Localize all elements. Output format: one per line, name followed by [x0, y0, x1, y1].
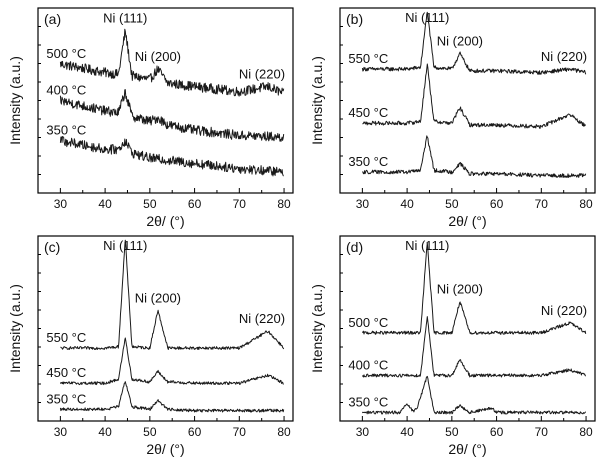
series-trace: [60, 239, 285, 350]
x-tick-label: 50: [143, 197, 157, 211]
x-tick-label: 40: [400, 425, 414, 439]
x-tick-label: 30: [356, 197, 370, 211]
panels: 30 40 50 60 70 80 2θ/ (°) Intensity (a.u.) (a) 50…: [7, 7, 596, 457]
x-tick-label: 30: [356, 425, 370, 439]
x-tick-label: 80: [579, 425, 593, 439]
peak-label: Ni (111): [103, 238, 147, 253]
series-label: 550 °C: [348, 51, 388, 66]
peak-label: Ni (111): [405, 10, 449, 25]
x-tick-label: 70: [233, 425, 247, 439]
x-tick-label: 40: [400, 197, 414, 211]
x-axis-title: 2θ/ (°): [146, 441, 184, 457]
series-trace: [59, 28, 285, 97]
series-trace: [59, 381, 285, 413]
peak-label: Ni (220): [541, 49, 587, 64]
series-trace: [59, 136, 284, 177]
series-label: 500 °C: [46, 46, 86, 61]
series-trace: [361, 11, 587, 75]
series-label: 350 °C: [348, 154, 388, 169]
x-tick-label: 40: [98, 425, 112, 439]
series-trace: [361, 316, 587, 378]
x-tick-label: 70: [535, 425, 549, 439]
series-label: 550 °C: [46, 330, 86, 345]
x-tick-label: 70: [233, 197, 247, 211]
panel-b: 30 40 50 60 70 80 2θ/ (°) Intensity (a.u.) (b) 55…: [309, 7, 596, 229]
series-label: 350 °C: [46, 123, 86, 138]
peak-label: Ni (200): [437, 33, 483, 48]
series-label: 400 °C: [46, 83, 86, 98]
peak-label: Ni (200): [437, 281, 483, 296]
x-tick-label: 30: [54, 197, 68, 211]
y-axis-title: Intensity (a.u.): [7, 284, 23, 373]
x-axis-title: 2θ/ (°): [448, 213, 486, 229]
series-trace: [361, 375, 587, 415]
x-tick-label: 60: [490, 197, 504, 211]
peak-label: Ni (111): [103, 11, 147, 26]
x-tick-label: 50: [445, 197, 459, 211]
peak-label: Ni (220): [541, 303, 587, 318]
series-label: 350 °C: [348, 394, 388, 409]
series-trace: [361, 242, 587, 335]
x-tick-label: 70: [535, 197, 549, 211]
panel-label: (a): [44, 11, 61, 27]
peak-label: Ni (200): [135, 49, 181, 64]
series-label: 500 °C: [348, 315, 388, 330]
panel-label: (d): [346, 239, 363, 255]
x-tick-label: 60: [188, 197, 202, 211]
peak-label: Ni (200): [135, 290, 181, 305]
series-trace: [362, 63, 587, 129]
x-tick-label: 50: [445, 425, 459, 439]
panel-label: (c): [44, 239, 60, 255]
y-axis-title: Intensity (a.u.): [309, 284, 325, 373]
panel-d: 30 40 50 60 70 80 2θ/ (°) Intensity (a.u.) (d) 50…: [309, 235, 596, 457]
panel-label: (b): [346, 11, 363, 27]
x-tick-label: 80: [579, 197, 593, 211]
plot-frame: [37, 7, 294, 194]
panel-a: 30 40 50 60 70 80 2θ/ (°) Intensity (a.u.) (a) 50…: [7, 7, 294, 229]
series-trace: [59, 89, 285, 142]
series-label: 450 °C: [348, 105, 388, 120]
x-tick-label: 30: [54, 425, 68, 439]
x-tick-label: 80: [277, 197, 291, 211]
x-tick-label: 60: [490, 425, 504, 439]
series-trace: [59, 337, 284, 386]
x-axis-title: 2θ/ (°): [448, 441, 486, 457]
series-label: 400 °C: [348, 357, 388, 372]
y-axis-title: Intensity (a.u.): [309, 56, 325, 145]
x-tick-label: 80: [277, 425, 291, 439]
x-axis-title: 2θ/ (°): [146, 213, 184, 229]
series-label: 350 °C: [46, 391, 86, 406]
series-trace: [362, 135, 587, 178]
panel-c: 30 40 50 60 70 80 2θ/ (°) Intensity (a.u.) (c) 55…: [7, 235, 294, 457]
peak-label: Ni (220): [239, 67, 285, 82]
x-tick-label: 50: [143, 425, 157, 439]
series-label: 450 °C: [46, 365, 86, 380]
x-tick-label: 60: [188, 425, 202, 439]
y-axis-title: Intensity (a.u.): [7, 56, 23, 145]
x-tick-label: 40: [98, 197, 112, 211]
peak-label: Ni (220): [239, 311, 285, 326]
peak-label: Ni (111): [405, 238, 449, 253]
